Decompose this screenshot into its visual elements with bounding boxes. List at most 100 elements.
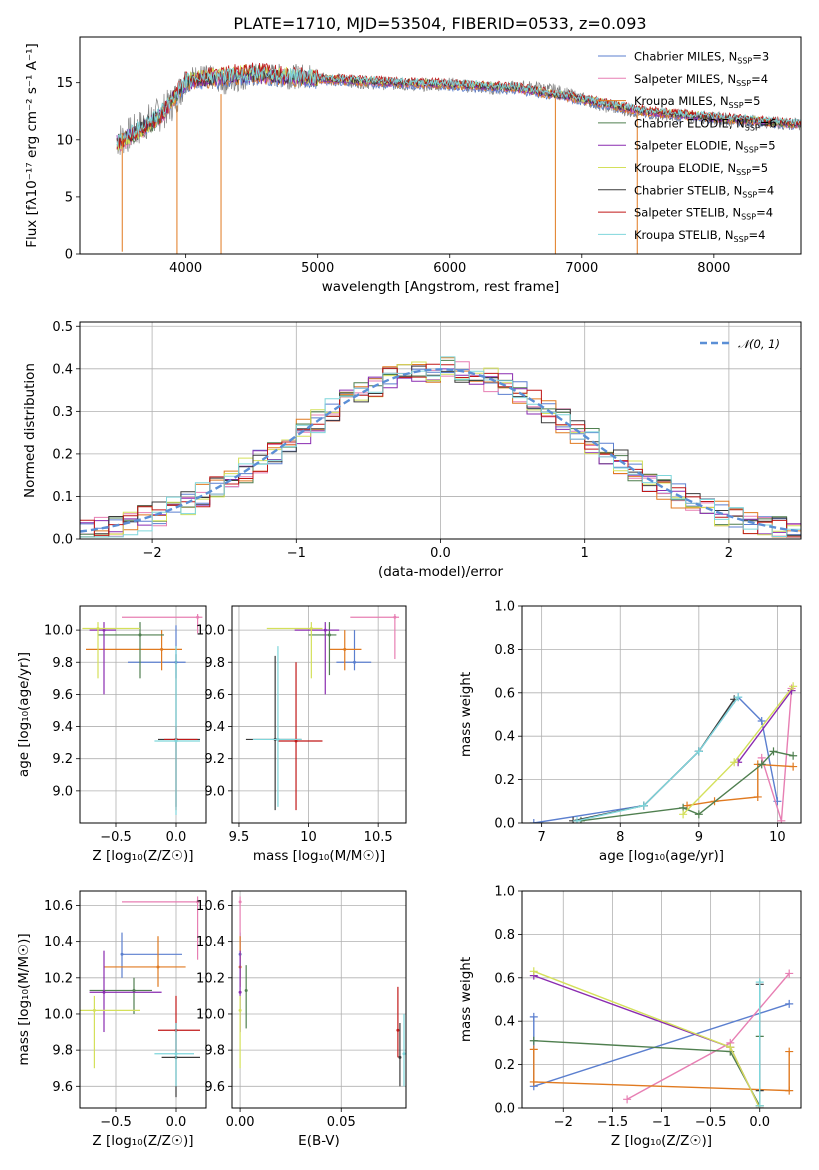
axes-frame (231, 605, 407, 824)
y-tick-label: 0 (65, 248, 73, 263)
data-point (393, 615, 397, 619)
y-tick-label: 9.0 (204, 784, 225, 799)
x-tick-label: 0.05 (327, 1115, 356, 1130)
data-point (92, 1008, 96, 1012)
axes-frame (79, 36, 802, 255)
x-tick-label: 8 (616, 830, 624, 845)
plot-area (232, 891, 406, 1108)
data-point (327, 633, 331, 637)
plot-area (232, 606, 406, 823)
x-tick-label: −1 (652, 1115, 671, 1130)
legend-label: Chabrier MILES, NSSP=3 (634, 50, 769, 66)
axes-frame (79, 605, 207, 824)
data-point (294, 739, 298, 743)
data-point (244, 988, 248, 992)
y-tick-label: 9.6 (52, 1080, 73, 1095)
y-tick-label: 10.6 (196, 899, 225, 914)
x-tick-label: 7 (538, 830, 546, 845)
y-tick-label: 10.2 (44, 971, 73, 986)
x-tick-label: 0.0 (749, 1115, 770, 1130)
y-axis-label: age [log₁₀(age/yr)] (16, 652, 32, 777)
residual-histogram (80, 356, 801, 538)
plot-body (529, 967, 794, 1108)
legend-nssp: =4 (751, 72, 768, 86)
y-tick-label: 10.4 (44, 935, 73, 950)
legend-subscript: SSP (729, 101, 744, 110)
data-point (196, 615, 200, 619)
data-point (174, 1052, 178, 1056)
y-tick-label: 10.0 (196, 1007, 225, 1022)
y-tick-label: 0.8 (494, 643, 515, 658)
legend-nssp: =3 (752, 50, 769, 64)
x-tick-label: 10.5 (364, 830, 393, 845)
y-tick-label: 0.2 (52, 447, 73, 462)
x-tick-label: 5000 (301, 261, 334, 276)
weight-marker (529, 1036, 538, 1045)
y-tick-label: 15 (56, 76, 73, 91)
legend-subscript: SSP (736, 168, 751, 177)
data-point (398, 1055, 402, 1059)
legend-subscript: SSP (744, 146, 759, 155)
data-point (160, 647, 164, 651)
data-point (396, 1028, 400, 1032)
weight-marker (789, 751, 798, 760)
panel-spectrum: 4000 5000 6000 7000 8000 0 5 10 15 wavelength [An… (24, 36, 802, 295)
gaussian-reference-line (80, 368, 801, 533)
y-tick-label: 0.2 (494, 1058, 515, 1073)
x-tick-label: −1 (287, 546, 306, 561)
x-axis-label: age [log₁₀(age/yr)] (599, 848, 724, 864)
data-point (343, 647, 347, 651)
y-tick-label: 1.0 (494, 600, 515, 615)
y-tick-label: 0.6 (494, 971, 515, 986)
x-tick-label: 4000 (169, 261, 202, 276)
y-tick-label: 10.0 (44, 624, 73, 639)
plot-area (80, 891, 206, 1108)
y-tick-label: 0.1 (52, 490, 73, 505)
data-point (138, 633, 142, 637)
y-tick-label: 9.6 (52, 688, 73, 703)
x-axis-label: (data-model)/error (378, 564, 504, 580)
weight-marker (726, 1043, 735, 1052)
y-tick-label: 10.0 (196, 624, 225, 639)
panel-weight-vs-Z: −2 −1.5 −1 −0.5 0.0 0.0 0.2 0.4 0.6 0.8 1.0 Z [log₁… (458, 885, 802, 1149)
data-point (238, 900, 242, 904)
x-tick-label: 0.0 (166, 830, 187, 845)
weight-line (533, 1049, 790, 1092)
weight-marker (785, 969, 794, 978)
legend-subscript: SSP (734, 235, 749, 244)
panel-age-vs-mass: 9.5 10 10.5 9.0 9.2 9.4 9.6 9.8 10.0 mass [log₁₀(… (196, 605, 407, 864)
legend-label: Chabrier ELODIE, NSSP=6 (634, 116, 777, 132)
x-tick-label: 8000 (697, 261, 730, 276)
y-tick-label: 9.8 (204, 1044, 225, 1059)
x-tick-label: 0.00 (226, 1115, 255, 1130)
y-tick-label: 0.4 (52, 362, 73, 377)
y-tick-label: 9.8 (52, 656, 73, 671)
weight-marker (639, 801, 648, 810)
weight-marker (777, 816, 786, 823)
y-tick-label: 0.8 (494, 928, 515, 943)
x-tick-label: 1 (581, 546, 589, 561)
figure-title: PLATE=1710, MJD=53504, FIBERID=0533, z=0… (233, 14, 646, 33)
y-tick-label: 9.8 (52, 1044, 73, 1059)
y-tick-label: 10.2 (196, 971, 225, 986)
weight-marker (755, 1101, 764, 1108)
legend-subscript: SSP (741, 213, 756, 222)
panel-residuals: −2 −1 0.0 1 2 0.0 0.1 0.2 0.3 0.4 0.5 (data-model)/… (22, 320, 802, 580)
weight-marker (529, 967, 538, 976)
weight-marker (694, 747, 703, 756)
panel-age-vs-Z: −0.5 0.0 9.0 9.2 9.4 9.6 9.8 10.0 Z [log₁₀(Z/Z☉)… (16, 605, 207, 864)
y-tick-label: 0.0 (494, 817, 515, 832)
legend-label: Kroupa STELIB, NSSP=4 (634, 228, 765, 244)
panel-mass-vs-EBV: 0.00 0.05 9.6 9.8 10.0 10.2 10.4 10.6 E(B-V) (196, 890, 407, 1149)
plot-area (522, 606, 801, 823)
data-point (238, 1008, 242, 1012)
y-tick-label: 9.2 (204, 752, 225, 767)
residual-histogram (80, 357, 801, 538)
y-tick-label: 9.6 (204, 688, 225, 703)
model-spectrum-line (116, 66, 801, 147)
plot-body (116, 62, 801, 254)
legend-nssp: =5 (759, 139, 776, 153)
data-point (238, 990, 242, 994)
data-point (309, 627, 313, 631)
weight-marker (529, 1012, 538, 1021)
